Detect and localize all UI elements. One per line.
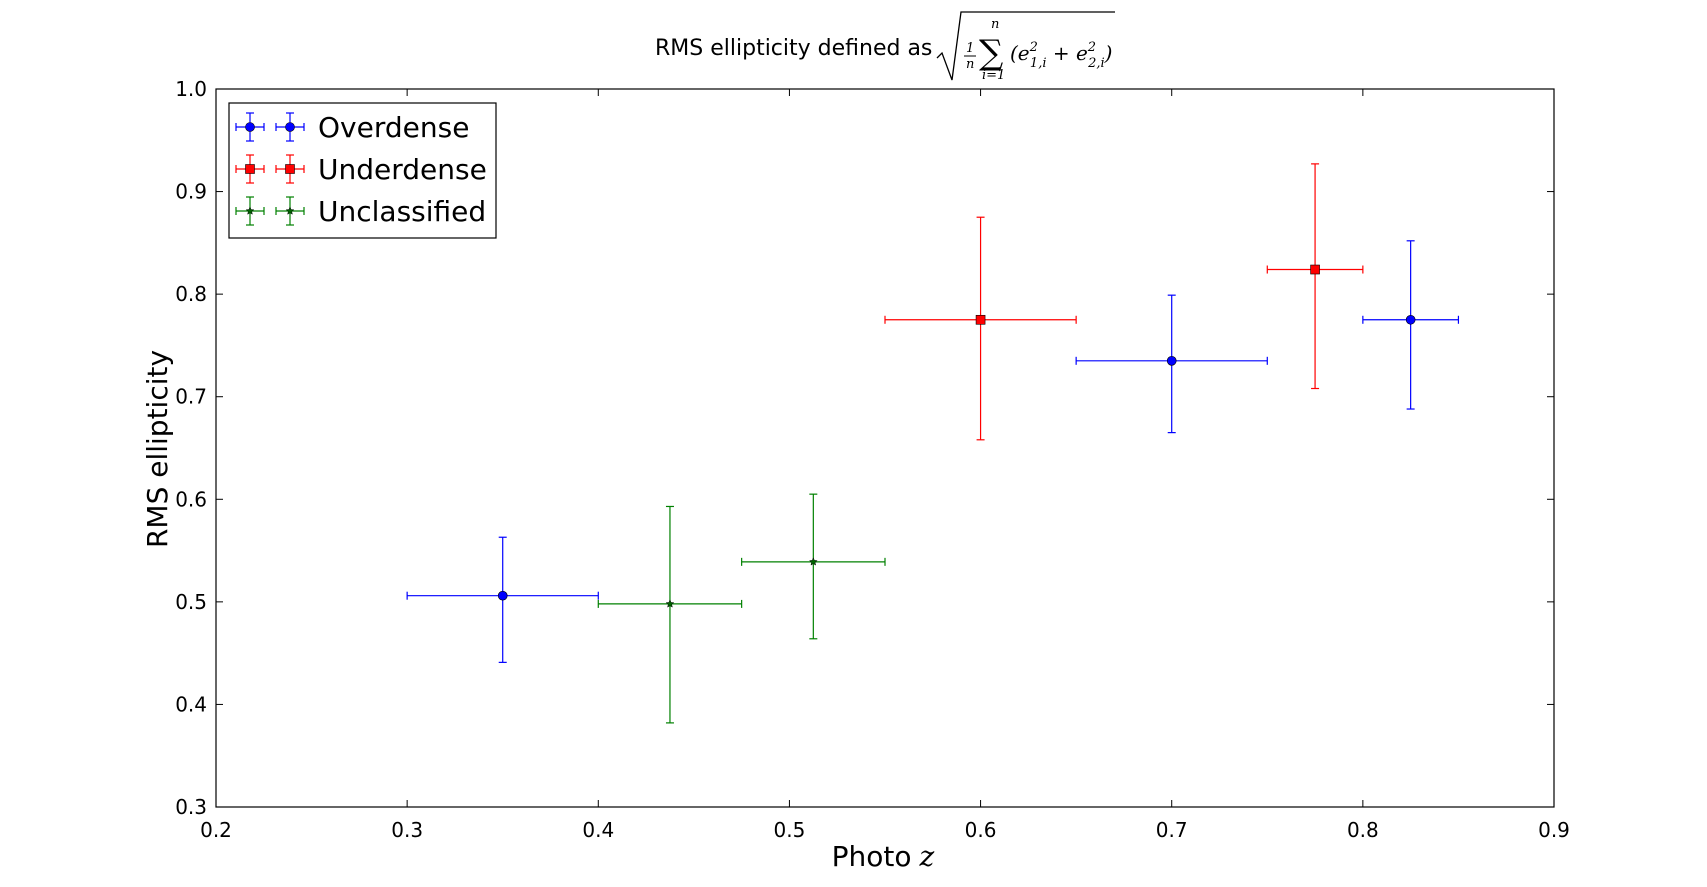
legend-label: Overdense	[318, 111, 469, 144]
x-tick-label: 0.5	[774, 818, 806, 842]
chart-title: RMS ellipticity defined as 1 n ∑ n i=1 (…	[655, 11, 1115, 83]
title-formula-radical	[936, 11, 1115, 81]
y-tick-label: 0.9	[175, 180, 207, 204]
data-point-marker	[497, 590, 508, 601]
x-tick-label: 0.9	[1538, 818, 1570, 842]
title-formula-frac-num: 1	[966, 41, 974, 56]
data-point	[741, 493, 886, 640]
data-point-marker	[1405, 314, 1416, 325]
x-tick-label: 0.6	[965, 818, 997, 842]
x-tick-label: 0.3	[391, 818, 423, 842]
x-tick-label: 0.2	[200, 818, 232, 842]
series-unclassified	[597, 493, 886, 724]
x-tick-label: 0.7	[1156, 818, 1188, 842]
series-layer	[406, 163, 1460, 724]
chart-title-text: RMS ellipticity defined as	[655, 36, 932, 61]
data-point-marker	[975, 314, 986, 325]
x-axis: 0.2 0.3 0.4 0.5 0.6 0.7 0.8 0.9	[200, 89, 1570, 842]
legend-marker	[245, 122, 255, 132]
y-tick-label: 1.0	[175, 77, 207, 101]
y-tick-label: 0.3	[175, 795, 207, 819]
legend-marker	[285, 122, 295, 132]
y-tick-label: 0.4	[175, 692, 207, 716]
legend-label: Unclassified	[318, 195, 486, 228]
legend-marker	[245, 206, 255, 215]
data-point	[884, 216, 1077, 441]
title-formula-sum: ∑	[979, 33, 1003, 73]
y-tick-label: 0.5	[175, 590, 207, 614]
title-formula-body: (e2 1,i + e2 2,i)	[1010, 40, 1112, 71]
legend-marker	[285, 164, 295, 174]
data-point	[597, 505, 743, 724]
legend-label: Underdense	[318, 153, 487, 186]
y-tick-label: 0.6	[175, 487, 207, 511]
y-tick-label: 0.8	[175, 282, 207, 306]
data-point-marker	[1166, 356, 1177, 366]
title-formula: 1 n ∑ n i=1 (e2 1,i + e2 2,i)	[936, 11, 1115, 83]
title-formula-sum-upper: n	[991, 17, 999, 32]
data-point	[1075, 294, 1268, 434]
x-tick-label: 0.8	[1347, 818, 1379, 842]
data-point-marker	[808, 557, 818, 566]
y-axis-label: RMS ellipticity	[141, 350, 174, 548]
data-point	[1362, 240, 1460, 410]
legend-entry-overdense: Overdense	[235, 111, 469, 144]
data-point	[406, 536, 599, 663]
data-point-marker	[1310, 264, 1320, 275]
legend-entry-underdense: Underdense	[235, 153, 487, 186]
legend-entry-unclassified: Unclassified	[235, 195, 486, 228]
data-point	[1266, 163, 1364, 390]
x-axis-label: Photo z	[832, 840, 935, 873]
series-underdense	[884, 163, 1364, 441]
series-overdense	[406, 240, 1460, 663]
y-axis: 0.3 0.4 0.5 0.6 0.7 0.8 0.9 1.0	[175, 77, 1554, 819]
legend-marker	[285, 206, 295, 215]
legend-marker	[245, 164, 255, 174]
title-formula-sum-lower: i=1	[982, 68, 1005, 83]
data-point-marker	[665, 599, 675, 608]
legend-frame	[228, 102, 497, 239]
legend: Overdense Underdense Unclassified	[228, 102, 497, 239]
title-formula-frac-den: n	[966, 57, 974, 72]
y-tick-label: 0.7	[175, 385, 207, 409]
x-tick-label: 0.4	[582, 818, 614, 842]
